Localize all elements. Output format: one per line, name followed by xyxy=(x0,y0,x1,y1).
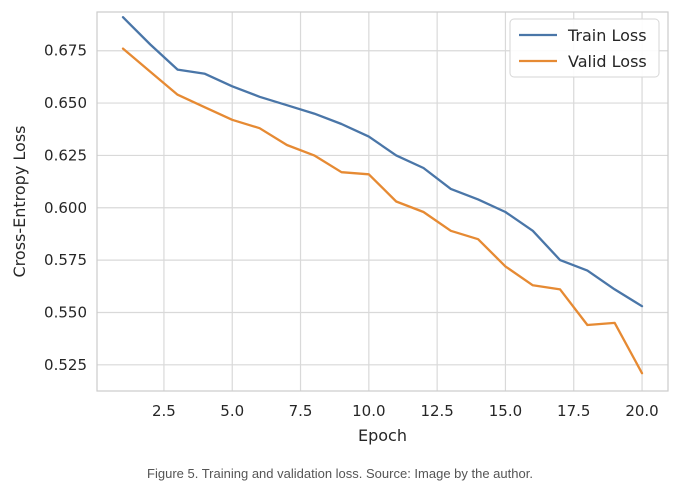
plot-area xyxy=(96,11,669,392)
y-axis-label: Cross-Entropy Loss xyxy=(10,126,29,278)
x-tick-label: 12.5 xyxy=(420,402,453,420)
legend-label: Train Loss xyxy=(567,26,647,45)
legend-box xyxy=(509,18,660,78)
tick-labels: 2.5 5.0 7.5 10.0 12.5 15.0 17.5 20.0 0.525 0.550 0… xyxy=(44,42,659,420)
series-line-valid-loss xyxy=(121,47,644,375)
loss-chart: 2.5 5.0 7.5 10.0 12.5 15.0 17.5 20.0 0.525 0.550 0… xyxy=(10,11,669,445)
x-tick-label: 15.0 xyxy=(489,402,522,420)
x-tick-label: 2.5 xyxy=(152,402,176,420)
series-line-train-loss xyxy=(121,16,644,308)
y-tick-label: 0.550 xyxy=(44,303,87,321)
x-tick-label: 5.0 xyxy=(220,402,244,420)
figure-caption: Figure 5. Training and validation loss. … xyxy=(147,466,533,481)
y-tick-label: 0.525 xyxy=(44,356,87,374)
y-tick-label: 0.600 xyxy=(44,199,87,217)
legend: Train Loss Valid Loss xyxy=(509,18,660,78)
y-tick-label: 0.625 xyxy=(44,146,87,164)
x-tick-label: 7.5 xyxy=(289,402,313,420)
y-tick-label: 0.575 xyxy=(44,251,87,269)
grid xyxy=(97,12,668,391)
x-tick-label: 17.5 xyxy=(557,402,590,420)
series-layer xyxy=(121,16,644,375)
y-tick-label: 0.675 xyxy=(44,42,87,60)
y-tick-label: 0.650 xyxy=(44,94,87,112)
x-tick-label: 10.0 xyxy=(352,402,385,420)
x-axis-label: Epoch xyxy=(358,426,407,445)
legend-label: Valid Loss xyxy=(568,52,647,71)
x-tick-label: 20.0 xyxy=(625,402,658,420)
